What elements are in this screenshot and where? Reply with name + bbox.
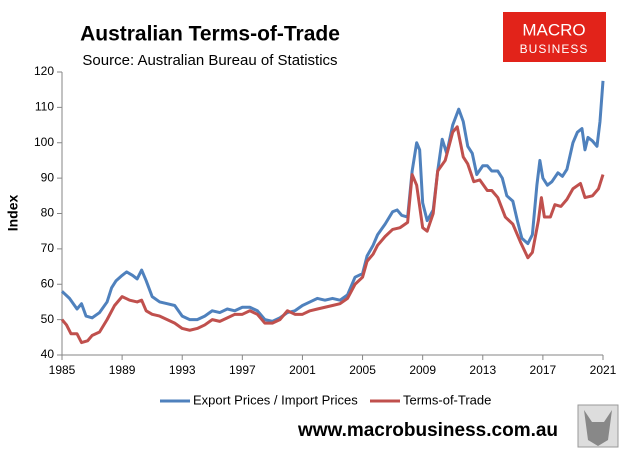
logo-box	[503, 12, 606, 62]
y-tick-label: 110	[35, 100, 54, 114]
y-tick-label: 80	[41, 206, 55, 220]
chart-title: Australian Terms-of-Trade	[80, 23, 340, 46]
x-tick-label: 1993	[169, 363, 196, 377]
x-tick-label: 1997	[229, 363, 256, 377]
y-tick-label: 70	[41, 241, 55, 255]
chart-subtitle: Source: Australian Bureau of Statistics	[82, 52, 337, 69]
x-tick-label: 2005	[349, 363, 376, 377]
x-tick-label: 1985	[49, 363, 76, 377]
fox-icon-shape	[584, 410, 612, 446]
y-tick-label: 50	[41, 312, 55, 326]
x-tick-label: 2001	[289, 363, 316, 377]
x-tick-label: 2021	[590, 363, 617, 377]
y-tick-label: 60	[41, 276, 55, 290]
y-tick-label: 90	[41, 170, 55, 184]
x-tick-label: 2013	[469, 363, 496, 377]
website: www.macrobusiness.com.au	[297, 420, 558, 441]
data-line	[60, 80, 605, 323]
legend-label: Export Prices / Import Prices	[193, 392, 358, 407]
logo-text: MACRO	[522, 20, 585, 39]
x-tick-label: 2017	[530, 363, 557, 377]
y-axis-label: Index	[5, 195, 21, 232]
x-tick-label: 2009	[409, 363, 436, 377]
y-tick-label: 120	[34, 64, 54, 78]
x-tick-label: 1989	[109, 363, 136, 377]
y-tick-label: 100	[34, 135, 54, 149]
y-tick-label: 40	[41, 347, 55, 361]
legend-label: Terms-of-Trade	[403, 392, 491, 407]
data-line	[60, 125, 605, 345]
logo-text: BUSINESS	[520, 42, 589, 56]
